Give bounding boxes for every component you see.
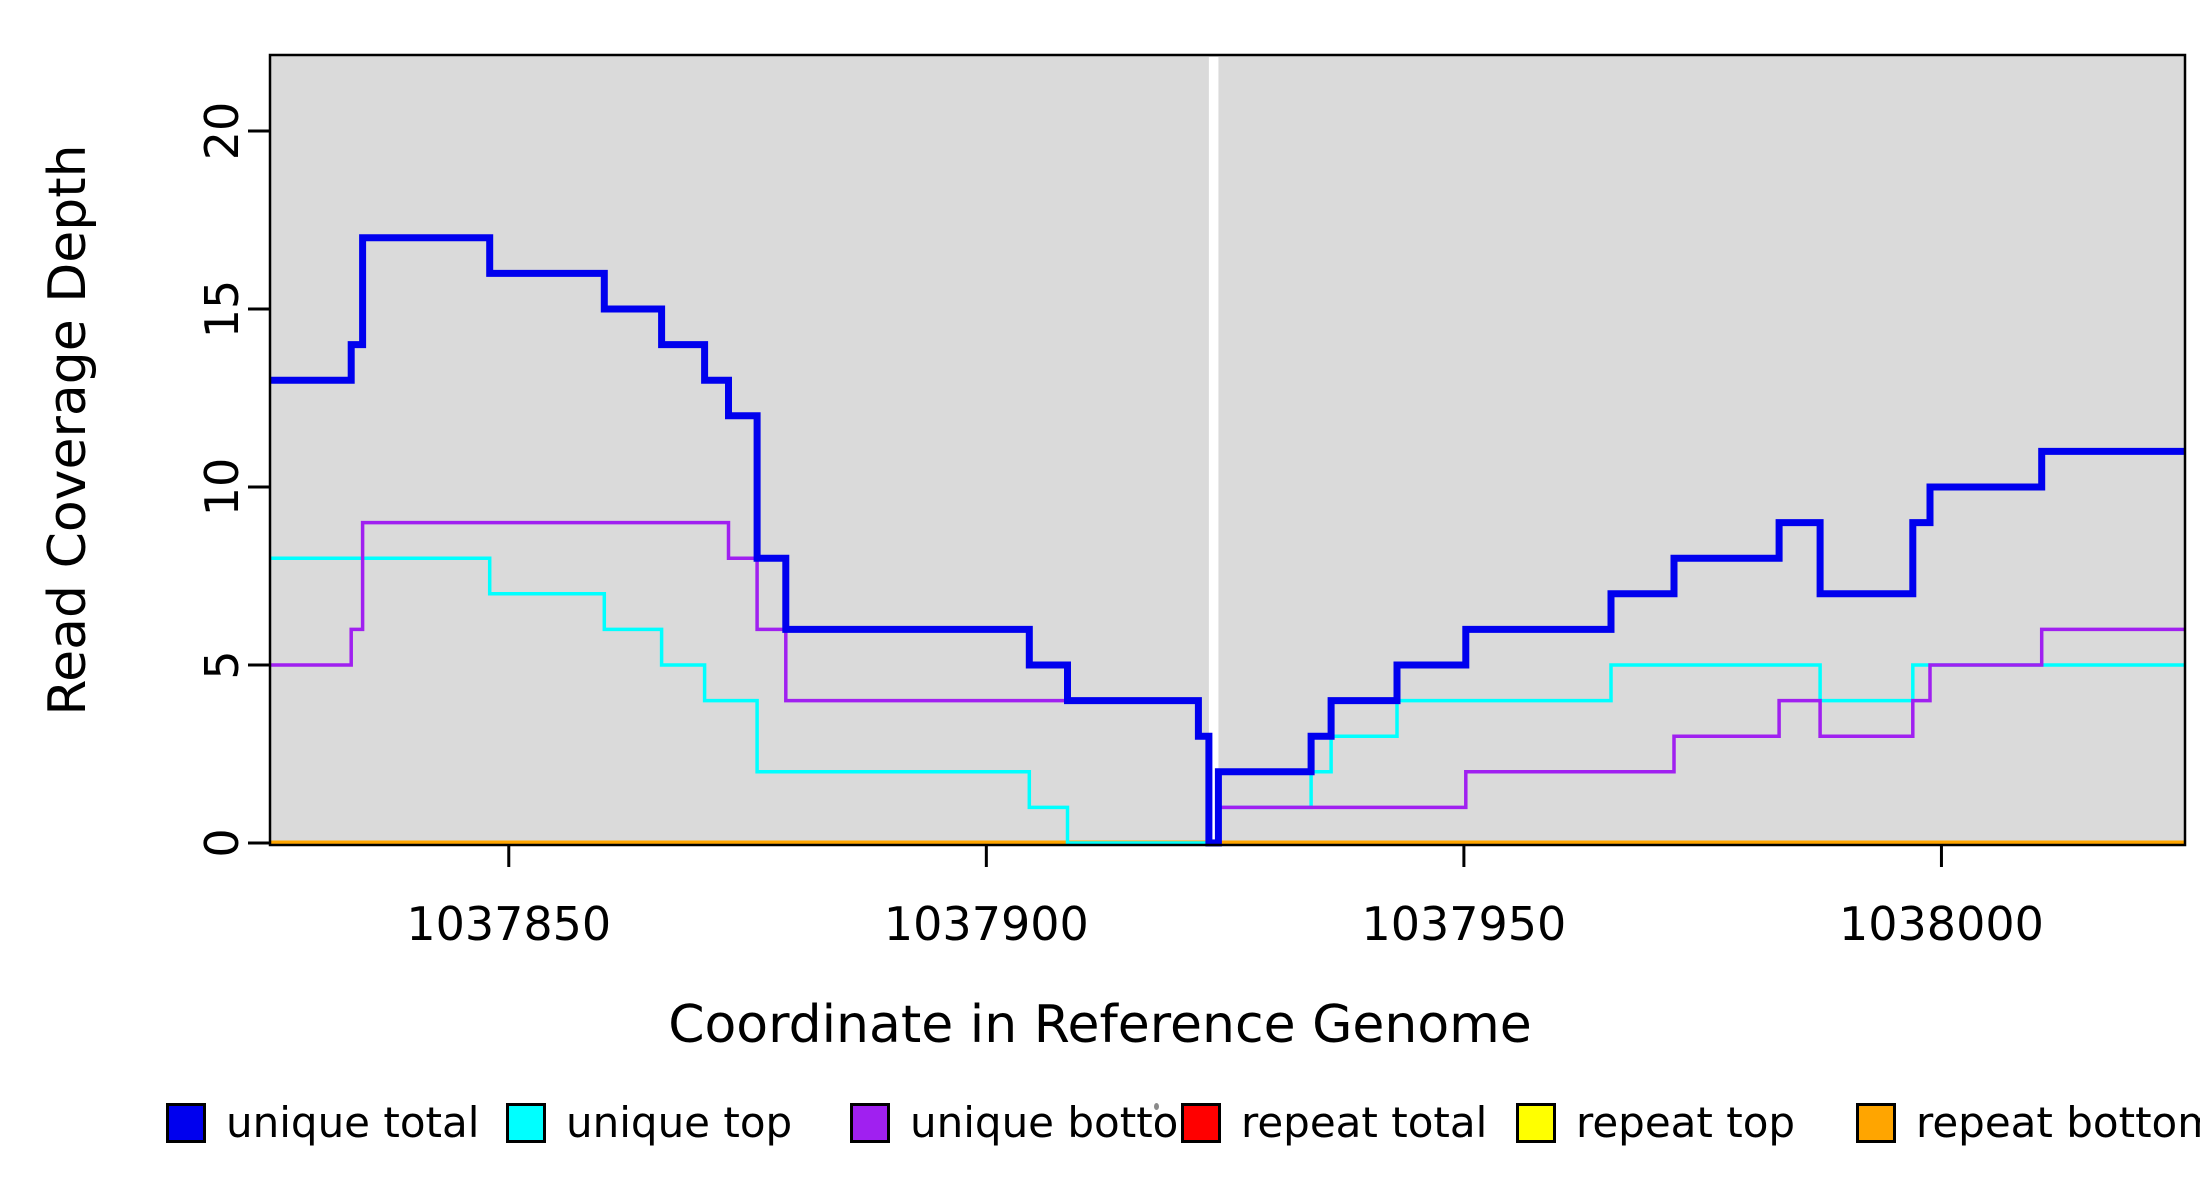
plot-border — [268, 53, 2187, 847]
y-tick-label: 20 — [195, 102, 249, 161]
y-tick-label: 5 — [195, 650, 249, 679]
y-axis-title: Read Coverage Depth — [38, 144, 98, 716]
series-unique-total — [270, 234, 2185, 847]
x-tick-label: 1038000 — [1839, 897, 2044, 951]
x-axis-title: Coordinate in Reference Genome — [668, 995, 1532, 1055]
y-tick-label: 15 — [195, 280, 249, 339]
series-unique-top — [270, 556, 2185, 845]
x-tick-label: 1037900 — [884, 897, 1089, 951]
x-tick-label: 1037950 — [1361, 897, 1566, 951]
y-tick-label: 0 — [195, 828, 249, 857]
masked-gap-region — [1208, 57, 1219, 839]
x-tick-label: 1037850 — [406, 897, 611, 951]
stray-dot — [1154, 1103, 1159, 1110]
plot-panel — [270, 55, 2185, 845]
y-tick-label: 10 — [195, 458, 249, 517]
